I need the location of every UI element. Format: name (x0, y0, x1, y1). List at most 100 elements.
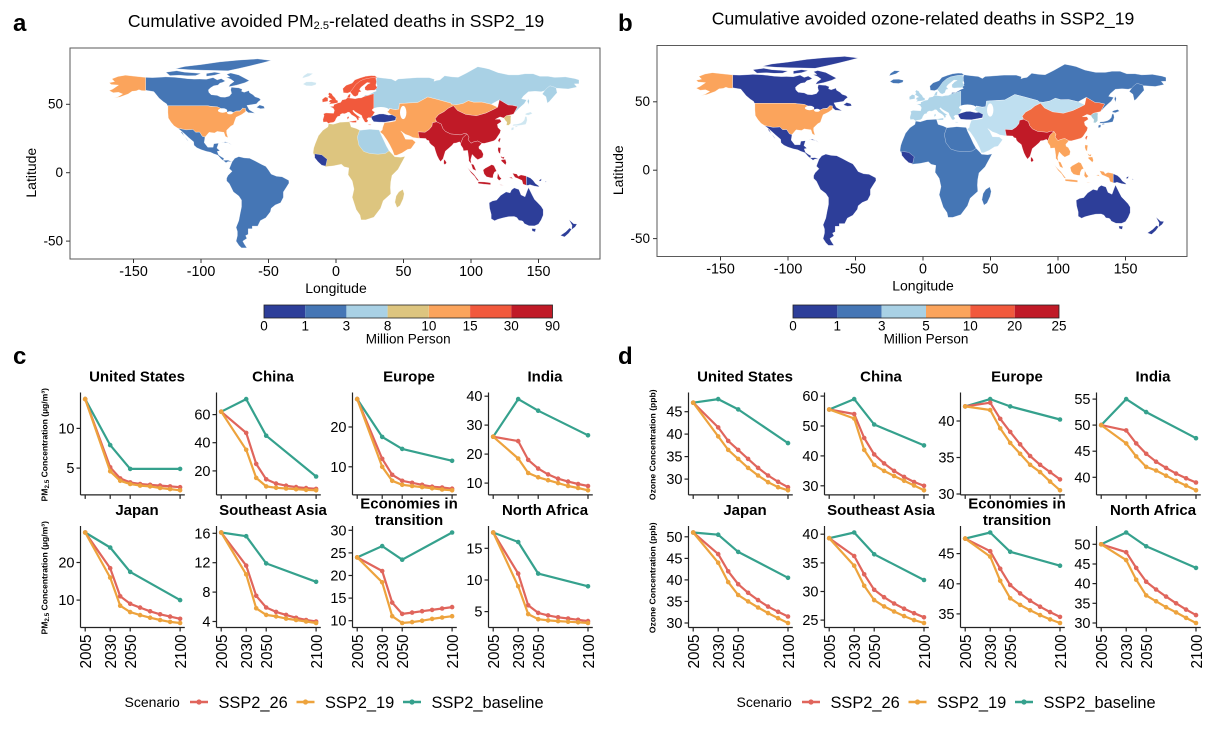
svg-text:25: 25 (330, 546, 346, 562)
svg-text:2030: 2030 (375, 635, 392, 669)
svg-text:3: 3 (878, 319, 886, 334)
svg-text:5: 5 (922, 319, 930, 334)
svg-text:2050: 2050 (259, 635, 276, 669)
svg-text:30: 30 (802, 585, 818, 601)
svg-text:-100: -100 (774, 262, 803, 278)
svg-text:45: 45 (666, 405, 682, 421)
svg-text:30: 30 (666, 472, 682, 488)
svg-text:35: 35 (1074, 596, 1090, 612)
svg-text:Cumulative avoided ozone-relat: Cumulative avoided ozone-related deaths … (712, 9, 1135, 30)
svg-text:Japan: Japan (115, 502, 158, 519)
svg-text:SSP2_26: SSP2_26 (219, 694, 288, 712)
svg-text:30: 30 (466, 418, 482, 434)
svg-text:2005: 2005 (486, 635, 503, 669)
svg-text:12: 12 (194, 556, 210, 572)
svg-text:2030: 2030 (103, 635, 120, 669)
svg-text:United States: United States (89, 369, 185, 386)
svg-text:Scenario: Scenario (737, 694, 792, 710)
svg-text:50: 50 (1074, 537, 1090, 553)
svg-text:2005: 2005 (214, 635, 231, 669)
svg-text:2005: 2005 (686, 635, 703, 669)
svg-text:0: 0 (260, 319, 268, 334)
svg-text:-50: -50 (258, 264, 279, 280)
svg-text:4: 4 (202, 615, 210, 631)
svg-text:Million Person: Million Person (884, 332, 969, 347)
svg-text:10: 10 (330, 614, 346, 630)
svg-text:45: 45 (938, 547, 954, 563)
svg-text:2005: 2005 (1094, 635, 1111, 669)
svg-text:-50: -50 (845, 262, 866, 278)
svg-text:2005: 2005 (958, 635, 975, 669)
svg-text:10: 10 (58, 593, 74, 609)
svg-text:2050: 2050 (731, 635, 748, 669)
svg-text:China: China (860, 369, 902, 386)
svg-text:20: 20 (194, 464, 210, 480)
svg-text:20: 20 (1007, 319, 1022, 334)
svg-text:PM2.5 Concentration (µg/m³): PM2.5 Concentration (µg/m³) (40, 388, 52, 502)
svg-text:30: 30 (666, 616, 682, 632)
svg-text:2100: 2100 (309, 635, 326, 669)
svg-text:100: 100 (459, 264, 483, 280)
svg-text:15: 15 (463, 319, 478, 334)
svg-text:transition: transition (375, 512, 443, 529)
svg-text:North Africa: North Africa (1110, 502, 1197, 519)
svg-text:30: 30 (938, 487, 954, 503)
svg-text:2030: 2030 (847, 635, 864, 669)
svg-text:0: 0 (642, 162, 650, 177)
svg-text:Cumulative avoided PM2.5-relat: Cumulative avoided PM2.5-related deaths … (128, 11, 544, 32)
svg-text:b: b (618, 10, 633, 37)
svg-text:35: 35 (802, 556, 818, 572)
svg-text:50: 50 (635, 94, 650, 109)
svg-text:Latitude: Latitude (23, 148, 39, 198)
svg-text:50: 50 (48, 97, 63, 112)
svg-text:10: 10 (58, 421, 74, 437)
svg-text:35: 35 (938, 451, 954, 467)
svg-text:2005: 2005 (78, 635, 95, 669)
svg-text:20: 20 (466, 447, 482, 463)
svg-text:25: 25 (1051, 319, 1066, 334)
svg-text:5: 5 (66, 461, 74, 477)
svg-text:10: 10 (421, 319, 436, 334)
svg-text:30: 30 (330, 523, 346, 539)
svg-text:1: 1 (301, 319, 309, 334)
svg-text:30: 30 (1074, 616, 1090, 632)
svg-text:5: 5 (474, 605, 482, 621)
svg-text:Economies in: Economies in (360, 496, 458, 513)
svg-text:100: 100 (1046, 262, 1070, 278)
svg-text:Ozone Concentration (ppb): Ozone Concentration (ppb) (648, 389, 658, 500)
svg-text:2050: 2050 (867, 635, 884, 669)
svg-text:2100: 2100 (445, 635, 462, 669)
svg-text:2030: 2030 (711, 635, 728, 669)
svg-text:-50: -50 (630, 231, 650, 246)
svg-text:25: 25 (802, 613, 818, 629)
svg-text:16: 16 (194, 526, 210, 542)
svg-text:2100: 2100 (1053, 635, 1070, 669)
svg-text:40: 40 (1074, 577, 1090, 593)
svg-text:35: 35 (666, 594, 682, 610)
svg-text:United States: United States (697, 369, 793, 386)
svg-text:40: 40 (1074, 470, 1090, 486)
svg-text:2050: 2050 (531, 635, 548, 669)
svg-text:40: 40 (938, 414, 954, 430)
svg-text:50: 50 (396, 264, 412, 280)
svg-text:China: China (252, 369, 294, 386)
svg-text:50: 50 (983, 262, 999, 278)
svg-text:10: 10 (466, 573, 482, 589)
svg-text:0: 0 (55, 165, 63, 180)
svg-text:-50: -50 (43, 233, 63, 248)
svg-text:2100: 2100 (1189, 635, 1206, 669)
svg-text:-150: -150 (706, 262, 735, 278)
svg-text:15: 15 (466, 541, 482, 557)
svg-text:20: 20 (58, 556, 74, 572)
svg-text:45: 45 (666, 551, 682, 567)
svg-text:10: 10 (963, 319, 978, 334)
svg-text:60: 60 (194, 408, 210, 424)
svg-text:-150: -150 (119, 264, 148, 280)
svg-text:India: India (527, 369, 563, 386)
svg-text:20: 20 (330, 569, 346, 585)
svg-text:2100: 2100 (173, 635, 190, 669)
svg-text:40: 40 (666, 427, 682, 443)
svg-text:Europe: Europe (383, 369, 435, 386)
svg-text:30: 30 (504, 319, 519, 334)
svg-text:10: 10 (466, 476, 482, 492)
